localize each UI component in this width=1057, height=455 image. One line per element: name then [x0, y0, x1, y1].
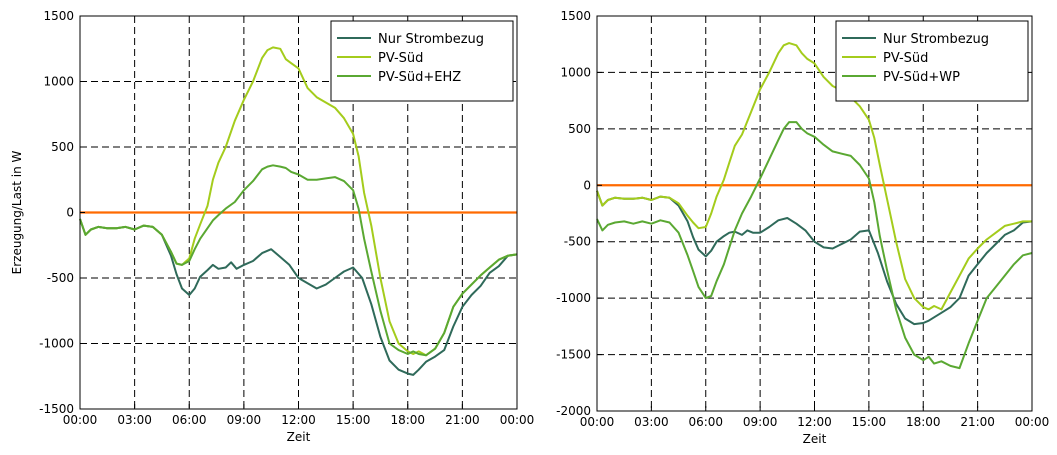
y-axis-label: Erzeugung/Last in W	[10, 151, 24, 275]
legend-label: PV-Süd	[883, 51, 928, 66]
x-axis: 00:00 03:00 06:00 09:00 12:00 15:00 18:00 21:00…	[63, 404, 535, 444]
x-tick-label: 09:00	[743, 415, 778, 429]
x-tick-label: 21:00	[960, 415, 995, 429]
y-tick-label: 500	[568, 122, 591, 136]
series-line-pv-s-d-wp	[596, 121, 1033, 370]
x-tick-label: 00:00	[63, 413, 98, 427]
legend-box	[835, 20, 1029, 102]
legend-label: Nur Strombezug	[378, 32, 484, 47]
chart-right: 00:00 03:00 06:00 09:00 12:00 15:00 18:00 21:00…	[556, 9, 1049, 446]
y-axis: -2000 -1500 -1000 -500 0 500 1000 1500	[556, 9, 602, 418]
x-tick-label: 03:00	[117, 413, 152, 427]
x-tick-label: 18:00	[390, 413, 425, 427]
series-line-pv-s-d-ehz	[79, 164, 518, 357]
y-tick-label: -1000	[556, 291, 591, 305]
x-tick-label: 15:00	[852, 415, 887, 429]
y-tick-label: -1000	[39, 337, 74, 351]
y-axis: -1500 -1000 -500 0 500 1000 1500 Erzeugung/Last…	[10, 9, 85, 416]
legend-label: PV-Süd	[378, 51, 423, 66]
y-tick-label: -500	[47, 271, 74, 285]
x-tick-label: 00:00	[580, 415, 615, 429]
y-tick-label: 1000	[43, 75, 74, 89]
y-tick-label: 1500	[560, 9, 591, 23]
y-tick-label: -2000	[556, 404, 591, 418]
chart-left: 00:00 03:00 06:00 09:00 12:00 15:00 18:00 21:00…	[10, 9, 534, 444]
x-tick-label: 21:00	[445, 413, 480, 427]
x-tick-label: 15:00	[336, 413, 371, 427]
legend-label: PV-Süd+EHZ	[378, 70, 461, 85]
y-tick-label: 0	[66, 206, 74, 220]
y-tick-label: 1500	[43, 9, 74, 23]
legend-label: Nur Strombezug	[883, 32, 989, 47]
x-axis: 00:00 03:00 06:00 09:00 12:00 15:00 18:00 21:00…	[580, 406, 1050, 446]
y-tick-label: 0	[583, 178, 591, 192]
x-tick-label: 18:00	[906, 415, 941, 429]
legend: Nur Strombezug PV-Süd PV-Süd+EHZ	[330, 20, 514, 102]
x-tick-label: 09:00	[227, 413, 262, 427]
y-tick-label: 500	[51, 140, 74, 154]
legend: Nur Strombezug PV-Süd PV-Süd+WP	[835, 20, 1029, 102]
x-tick-label: 00:00	[500, 413, 535, 427]
legend-box	[330, 20, 514, 102]
x-tick-label: 12:00	[281, 413, 316, 427]
x-axis-label: Zeit	[803, 432, 827, 446]
y-tick-label: -500	[564, 235, 591, 249]
x-tick-label: 00:00	[1015, 415, 1050, 429]
y-tick-label: 1000	[560, 65, 591, 79]
x-tick-label: 03:00	[634, 415, 669, 429]
x-tick-label: 12:00	[797, 415, 832, 429]
x-axis-label: Zeit	[287, 430, 311, 444]
y-tick-label: -1500	[39, 402, 74, 416]
series-line-pv-s-d	[596, 42, 1032, 311]
legend-label: PV-Süd+WP	[883, 70, 960, 85]
x-tick-label: 06:00	[172, 413, 207, 427]
x-tick-label: 06:00	[688, 415, 723, 429]
y-tick-label: -1500	[556, 348, 591, 362]
